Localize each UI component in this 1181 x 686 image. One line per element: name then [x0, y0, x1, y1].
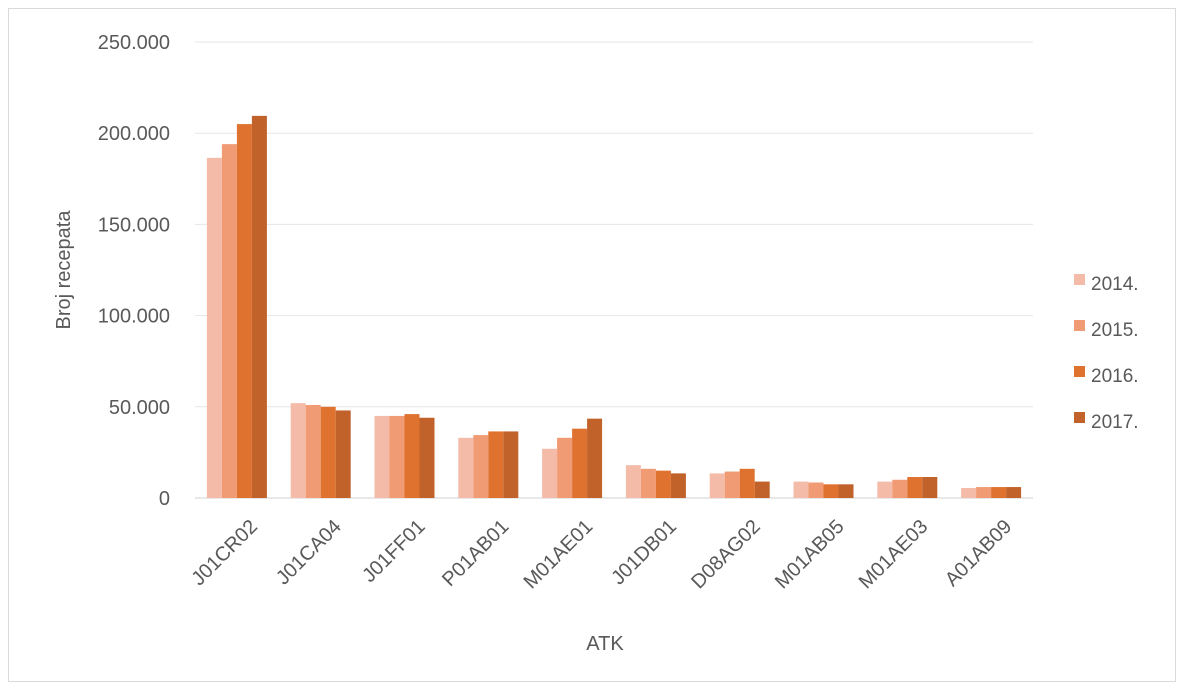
bar [655, 470, 671, 498]
bar [976, 487, 992, 498]
y-axis-title: Broj recepata [53, 210, 75, 330]
bar [922, 477, 938, 498]
bar [991, 487, 1007, 498]
x-axis-title: ATK [586, 633, 624, 655]
bar [503, 431, 519, 498]
bar [739, 468, 755, 498]
bar [290, 403, 306, 498]
bar [754, 481, 770, 498]
y-tick-label: 150.000 [98, 214, 170, 236]
bar [877, 481, 893, 498]
bar [389, 415, 405, 498]
legend-label: 2017. [1091, 412, 1139, 433]
legend-label: 2015. [1091, 320, 1139, 341]
bar [473, 435, 489, 498]
bar [640, 468, 656, 498]
bar [823, 484, 839, 498]
legend-swatch [1074, 274, 1085, 285]
bar [236, 124, 252, 498]
x-tick-label: D08AG02 [687, 516, 765, 594]
bar [793, 481, 809, 498]
y-tick-label: 0 [159, 488, 170, 510]
legend: 2014. 2015. 2016. 2017. [1074, 274, 1139, 433]
bar [206, 157, 222, 498]
y-tick-label: 200.000 [98, 123, 170, 145]
x-tick-label: J01CR02 [188, 516, 263, 591]
bar [374, 415, 390, 498]
legend-swatch [1074, 320, 1085, 331]
y-axis-ticks: 0 50.000 100.000 150.000 200.000 250.000 [98, 32, 170, 510]
bar [724, 471, 740, 498]
x-tick-label: M01AE03 [855, 516, 933, 594]
legend-label: 2014. [1091, 274, 1139, 295]
x-tick-label: M01AE01 [520, 516, 598, 594]
bar [892, 479, 908, 498]
bar [572, 428, 588, 498]
x-tick-label: M01AB05 [771, 516, 849, 594]
bar [808, 482, 824, 498]
bar [488, 431, 504, 498]
legend-swatch [1074, 412, 1085, 423]
bar [458, 437, 474, 498]
bar [625, 465, 641, 498]
bar [335, 410, 351, 498]
y-tick-label: 50.000 [109, 397, 170, 419]
x-tick-label: J01CA04 [272, 516, 346, 590]
bar [251, 115, 267, 498]
y-tick-label: 100.000 [98, 306, 170, 328]
x-tick-label: J01DB01 [607, 516, 681, 590]
bar [557, 437, 573, 498]
bar [670, 473, 686, 498]
bar [419, 417, 435, 498]
bar [1006, 487, 1022, 498]
bar [221, 144, 237, 499]
bar [961, 487, 977, 498]
x-tick-label: A01AB09 [941, 516, 1016, 591]
bar [305, 404, 321, 498]
bar [542, 448, 558, 498]
bar [838, 484, 854, 498]
bar-series [206, 115, 1022, 499]
legend-swatch [1074, 366, 1085, 377]
bar [320, 406, 336, 498]
x-tick-label: P01AB01 [438, 516, 513, 591]
y-tick-label: 250.000 [98, 32, 170, 54]
chart-frame [8, 8, 1176, 682]
bar [587, 418, 603, 498]
bar [404, 414, 420, 498]
bar [709, 473, 725, 498]
legend-label: 2016. [1091, 366, 1139, 387]
bar [907, 477, 923, 498]
x-axis-ticks: J01CR02 J01CA04 J01FF01 P01AB01 M01AE01 J01DB… [188, 516, 1017, 594]
x-tick-label: J01FF01 [358, 516, 429, 587]
